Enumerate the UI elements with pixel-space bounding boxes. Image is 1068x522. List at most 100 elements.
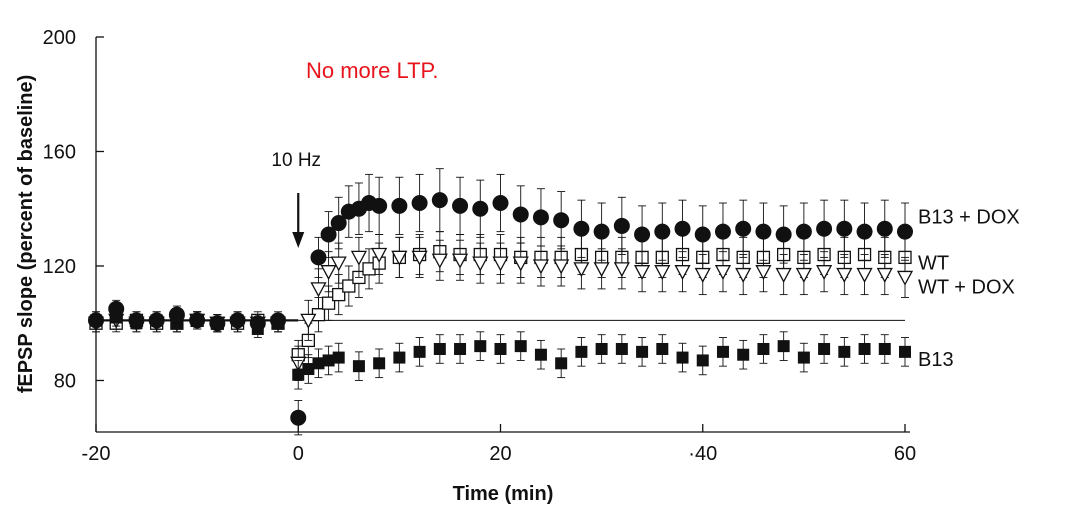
- data-point: [757, 342, 770, 355]
- data-point: [878, 342, 891, 355]
- annotation-arrow-head: [292, 232, 305, 248]
- y-axis-title: fEPSP slope (percent of baseline): [15, 75, 37, 394]
- data-point: [371, 197, 388, 214]
- data-point: [391, 197, 408, 214]
- annotation-10hz: 10 Hz: [271, 150, 321, 248]
- data-point: [553, 259, 570, 275]
- data-point: [270, 312, 287, 329]
- data-point: [108, 300, 125, 317]
- x-tick-label: ·40: [688, 443, 717, 465]
- data-point: [472, 200, 489, 217]
- data-point: [714, 265, 732, 281]
- data-point: [856, 267, 873, 283]
- data-point: [209, 315, 226, 332]
- data-point: [452, 197, 469, 214]
- data-point: [88, 312, 104, 329]
- data-point: [755, 223, 772, 240]
- data-point: [674, 220, 691, 237]
- data-point: [775, 267, 792, 283]
- y-tick-label: 120: [43, 256, 76, 278]
- series-b13-dox: [88, 168, 913, 436]
- data-point: [371, 247, 388, 263]
- data-point: [373, 357, 386, 370]
- data-point: [613, 217, 630, 234]
- series-layer: [87, 168, 914, 436]
- data-point: [593, 262, 610, 278]
- data-point: [391, 250, 408, 266]
- data-point: [300, 313, 317, 329]
- data-point: [292, 368, 305, 381]
- data-point: [613, 262, 630, 278]
- data-point: [321, 296, 336, 310]
- data-point: [332, 287, 346, 302]
- data-point: [494, 342, 507, 355]
- data-point: [737, 348, 750, 361]
- data-point: [654, 265, 671, 281]
- data-point: [816, 220, 833, 237]
- data-point: [302, 363, 315, 376]
- data-point: [575, 345, 588, 358]
- data-point: [512, 256, 529, 272]
- data-point: [249, 315, 266, 332]
- data-point: [899, 345, 911, 358]
- data-point: [735, 220, 752, 237]
- data-point: [858, 342, 871, 355]
- data-point: [573, 220, 590, 237]
- x-tick-label: -20: [82, 443, 111, 465]
- data-point: [636, 345, 649, 358]
- x-tick-label: 60: [894, 443, 916, 465]
- data-point: [320, 265, 337, 281]
- data-point: [615, 342, 628, 355]
- ticks: -20 0 20 ·40 60 80 120 160 200: [43, 27, 917, 465]
- data-point: [290, 409, 307, 426]
- data-point: [474, 340, 487, 353]
- x-axis-title: Time (min): [453, 483, 554, 505]
- data-point: [393, 351, 406, 364]
- data-point: [534, 348, 547, 361]
- data-point: [431, 192, 448, 209]
- data-point: [896, 270, 914, 286]
- data-point: [696, 354, 709, 367]
- data-point: [411, 195, 428, 212]
- data-point: [818, 342, 831, 355]
- data-point: [229, 312, 246, 329]
- data-point: [755, 265, 772, 281]
- data-point: [413, 345, 426, 358]
- data-point: [492, 256, 509, 272]
- data-point: [330, 256, 347, 272]
- series-label: B13: [918, 349, 954, 371]
- data-point: [897, 223, 913, 240]
- data-point: [128, 312, 145, 329]
- data-point: [532, 259, 550, 275]
- y-tick-label: 160: [43, 141, 76, 163]
- x-tick-label: 20: [489, 443, 511, 465]
- data-point: [633, 265, 651, 281]
- data-point: [714, 223, 731, 240]
- data-point: [532, 209, 549, 226]
- data-point: [674, 265, 691, 281]
- data-point: [694, 226, 711, 243]
- data-point: [312, 357, 325, 370]
- data-point: [694, 267, 711, 283]
- data-point: [836, 267, 853, 283]
- data-point: [777, 340, 790, 353]
- data-point: [322, 354, 335, 367]
- data-point: [310, 249, 327, 266]
- data-point: [332, 351, 345, 364]
- data-point: [716, 345, 729, 358]
- data-point: [735, 267, 752, 283]
- data-point: [342, 279, 356, 293]
- series-label: WT + DOX: [918, 276, 1015, 298]
- data-point: [433, 342, 446, 355]
- data-point: [656, 342, 669, 355]
- data-point: [797, 351, 810, 364]
- data-point: [573, 262, 590, 278]
- data-point: [775, 226, 792, 243]
- data-point: [451, 253, 469, 269]
- data-point: [352, 360, 365, 373]
- data-point: [431, 253, 448, 269]
- data-point: [454, 342, 467, 355]
- series-label: WT: [918, 252, 949, 274]
- axes: [95, 37, 910, 433]
